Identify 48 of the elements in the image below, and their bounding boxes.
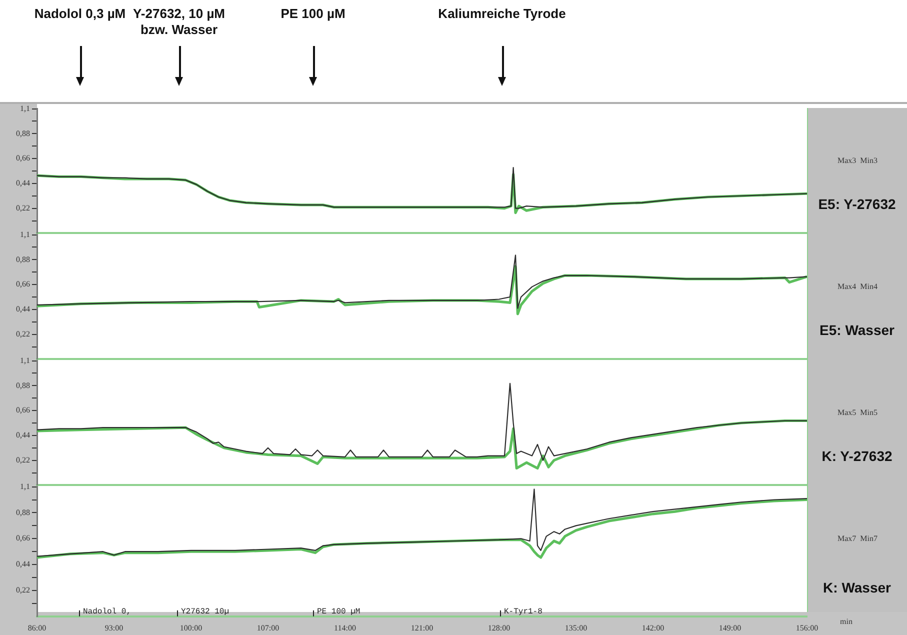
x-tick-label: 149:00 bbox=[718, 623, 742, 632]
y-tick-label: 0,44 bbox=[16, 430, 30, 440]
text: Max4 Min4 bbox=[836, 282, 878, 291]
text: Max3 Min3 bbox=[836, 156, 878, 165]
y-tick-label: 1,1 bbox=[20, 482, 30, 491]
x-tick-label: 135:00 bbox=[564, 623, 588, 632]
x-tick-label: 86:00 bbox=[28, 623, 46, 632]
y-tick-label: 1,1 bbox=[20, 230, 30, 239]
x-tick-label: 121:00 bbox=[410, 623, 434, 632]
text: Y-27632, 10 µM bzw. Wasser bbox=[132, 6, 226, 38]
text: K: Wasser bbox=[823, 579, 892, 596]
text: K: Y-27632 bbox=[822, 448, 892, 464]
annotation: PE 100 µM bbox=[317, 608, 360, 617]
y-tick-label: 0,44 bbox=[16, 178, 30, 188]
y-tick-label: 0,44 bbox=[16, 304, 30, 314]
y-tick-label: 1,1 bbox=[20, 356, 30, 365]
y-tick-label: 0,66 bbox=[16, 154, 30, 163]
x-tick-label: 142:00 bbox=[642, 623, 664, 632]
x-tick-label: 107:00 bbox=[256, 623, 280, 632]
y-tick-label: 0,22 bbox=[16, 203, 30, 212]
y-tick-label: 0,88 bbox=[16, 508, 30, 517]
annotation: K-Tyr1-8 bbox=[504, 608, 543, 617]
y-tick-label: 0,66 bbox=[16, 406, 30, 415]
y-tick-label: 0,22 bbox=[16, 586, 30, 595]
y-tick-label: 0,22 bbox=[16, 329, 30, 338]
y-tick-label: 0,44 bbox=[16, 560, 30, 569]
text: Max7 Min7 bbox=[836, 534, 878, 543]
y-tick-label: 0,66 bbox=[16, 534, 30, 543]
text: Max5 Min5 bbox=[836, 408, 878, 417]
text: E5: Y-27632 bbox=[818, 196, 896, 212]
y-tick-label: 1,1 bbox=[20, 104, 30, 113]
y-tick-label: 0,66 bbox=[16, 280, 30, 289]
x-axis-title: min bbox=[840, 617, 852, 626]
text: Kaliumreiche Tyrode bbox=[438, 6, 566, 22]
text: E5: Wasser bbox=[820, 322, 896, 338]
x-tick-label: 114:00 bbox=[334, 623, 356, 632]
y-tick-label: 0,88 bbox=[16, 128, 30, 138]
annotation: Y27632 10µ bbox=[181, 608, 230, 617]
text: Nadolol 0,3 µM bbox=[34, 6, 126, 22]
y-tick-label: 0,88 bbox=[16, 254, 30, 264]
text: PE 100 µM bbox=[280, 6, 346, 22]
y-tick-label: 0,88 bbox=[16, 380, 30, 390]
x-tick-label: 100:00 bbox=[180, 623, 202, 632]
x-tick-label: 128:00 bbox=[488, 623, 510, 632]
x-tick-label: 93:00 bbox=[104, 623, 124, 632]
y-tick-label: 0,22 bbox=[16, 455, 30, 464]
x-tick-label: 156:00 bbox=[796, 623, 818, 632]
annotation: Nadolol 0, bbox=[83, 608, 132, 617]
